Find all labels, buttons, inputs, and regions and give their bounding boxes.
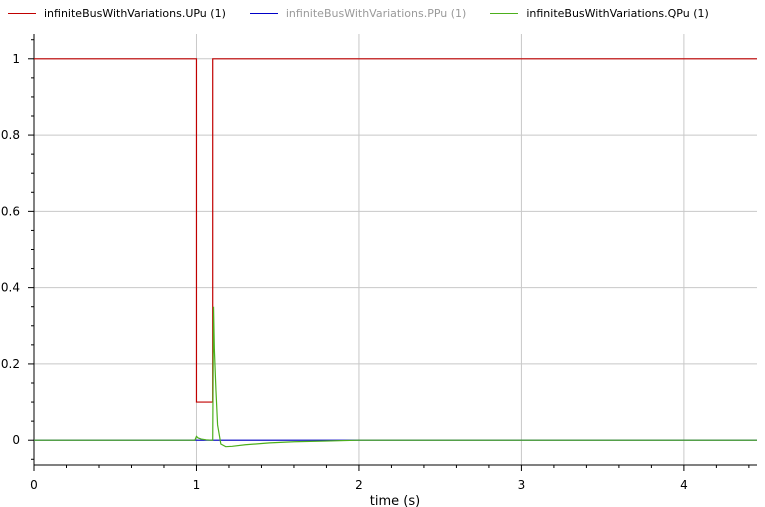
legend-label: infiniteBusWithVariations.UPu (1)	[44, 6, 226, 20]
legend-item[interactable]: infiniteBusWithVariations.UPu (1)	[0, 7, 226, 20]
legend-label: infiniteBusWithVariations.PPu (1)	[285, 6, 467, 20]
legend-swatch	[490, 12, 519, 14]
y-tick-label: 0.8	[1, 128, 20, 142]
x-tick-label: 1	[193, 478, 201, 492]
x-tick-label: 2	[355, 478, 363, 492]
legend-swatch	[8, 12, 36, 14]
legend-swatch	[249, 12, 278, 14]
chart-legend: infiniteBusWithVariations.UPu (1) infinit…	[0, 0, 765, 26]
x-tick-label: 4	[680, 478, 688, 492]
y-tick-label: 0.6	[1, 204, 20, 218]
series-line-3	[34, 306, 757, 448]
x-tick-label: 3	[518, 478, 526, 492]
y-tick-label: 0.2	[1, 357, 20, 371]
y-tick-label: 0.4	[1, 281, 20, 295]
x-axis-title: time (s)	[370, 494, 420, 507]
legend-item[interactable]: infiniteBusWithVariations.PPu (1)	[242, 7, 466, 20]
legend-label: infiniteBusWithVariations.QPu (1)	[526, 6, 709, 20]
y-tick-label: 1	[12, 52, 20, 66]
y-tick-label: 0	[12, 433, 20, 447]
series-line-1	[34, 58, 757, 403]
legend-item[interactable]: infiniteBusWithVariations.QPu (1)	[482, 6, 709, 20]
x-tick-label: 0	[30, 478, 38, 492]
